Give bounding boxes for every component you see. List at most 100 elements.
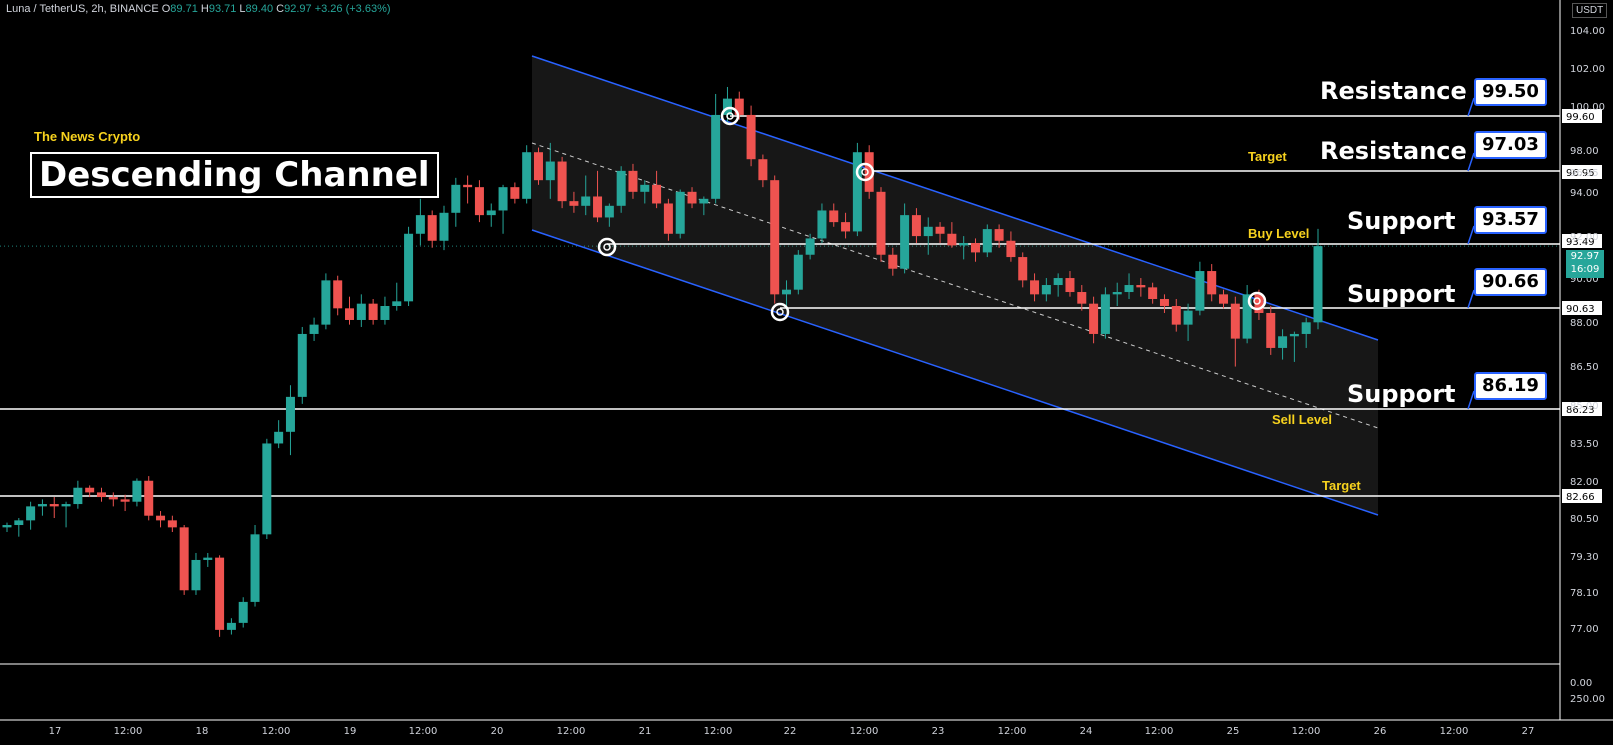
touch-marker (720, 106, 740, 126)
change-value: +3.26 (+3.63%) (314, 3, 391, 15)
candle-body (876, 191, 886, 255)
candle-body (841, 222, 851, 232)
support-value-3: 86.19 (1474, 372, 1547, 400)
candle-body (959, 243, 969, 246)
y-tick-label: 100.00 (1570, 102, 1605, 113)
descending-channel (531, 55, 1379, 516)
resistance-label-2: Resistance (1320, 137, 1467, 165)
x-tick-label: 12:00 (262, 726, 291, 737)
y-tick-label: 98.00 (1570, 146, 1599, 157)
current-price-tag: 92.97 16:09 (1566, 250, 1604, 278)
candle-body (900, 215, 910, 269)
candle-body (1207, 271, 1217, 295)
candle-body (1124, 285, 1134, 293)
candle-body (805, 238, 815, 255)
level-price-tag-label: 93.49 (1566, 237, 1595, 248)
candle-body (947, 233, 957, 246)
open-label: O (161, 3, 171, 15)
candle-body (85, 487, 95, 493)
x-tick-label: 12:00 (850, 726, 879, 737)
touch-marker (770, 302, 790, 322)
candle-body (1112, 292, 1122, 295)
candle-body (1006, 240, 1016, 258)
candle-body (463, 184, 473, 188)
target-top-label: Target (1248, 149, 1287, 164)
x-tick-label: 12:00 (704, 726, 733, 737)
symbol-header: Luna / TetherUS, 2h, BINANCE O89.71 H93.… (6, 3, 391, 15)
y-tick-label: 92.00 (1570, 232, 1599, 243)
candle-body (404, 233, 414, 302)
candle-body (309, 324, 319, 334)
callout-connector (1467, 289, 1475, 309)
y-tick-label: 102.00 (1570, 64, 1605, 75)
y-tick-label: 86.50 (1570, 362, 1599, 373)
candle-body (2, 525, 12, 528)
candle-body (782, 289, 792, 295)
resistance-value-2: 97.03 (1474, 131, 1547, 159)
candle-body (14, 520, 24, 526)
candle-body (970, 243, 980, 253)
candle-body (557, 161, 567, 202)
candle-body (1289, 333, 1299, 337)
y-tick-label: 79.30 (1570, 552, 1599, 563)
candle-body (758, 159, 768, 181)
x-tick-label: 12:00 (998, 726, 1027, 737)
buy-level-label: Buy Level (1248, 226, 1310, 241)
candle-body (61, 504, 71, 507)
x-tick-label: 12:00 (557, 726, 586, 737)
candle-body (1041, 285, 1051, 295)
callout-connector (1467, 225, 1475, 245)
level-price-tag-label: 99.60 (1566, 112, 1595, 123)
resistance-value-1: 99.50 (1474, 78, 1547, 106)
candle-body (663, 203, 673, 234)
candles (2, 86, 1323, 637)
touch-marker-inner (776, 308, 784, 316)
time-axis[interactable]: 17 12:00 18 12:00 19 12:00 20 12:00 21 12:00 22 12:… (49, 726, 1535, 737)
low-label: L (239, 3, 246, 15)
callout-connector (1467, 97, 1475, 117)
y-tick-label: 78.10 (1570, 588, 1599, 599)
touch-marker (1247, 291, 1267, 311)
support-label-1: Support (1347, 207, 1456, 235)
x-tick-label: 24 (1080, 726, 1093, 737)
support-label-2: Support (1347, 280, 1456, 308)
candle-body (852, 152, 862, 232)
touch-marker-inner (603, 243, 611, 251)
x-tick-label: 21 (639, 726, 652, 737)
candle-body (1195, 271, 1205, 311)
y-tick-label: 88.00 (1570, 318, 1599, 329)
level-price-tag (1562, 165, 1602, 179)
currency-label[interactable]: USDT (1572, 3, 1608, 18)
candle-body (73, 487, 83, 505)
candle-body (215, 557, 225, 630)
candle-body (108, 497, 118, 500)
candle-body (687, 191, 697, 204)
level-price-tag (1562, 301, 1602, 315)
low-value: 89.40 (245, 3, 274, 15)
candle-body (250, 534, 260, 602)
price-axis[interactable]: 104.00 102.00 100.00 98.00 96.95 94.00 92.00 90… (1559, 0, 1605, 720)
touch-marker-inner (861, 168, 869, 176)
candle-body (26, 506, 36, 521)
candle-body (1077, 292, 1087, 304)
candle-body (392, 301, 402, 306)
x-tick-label: 12:00 (409, 726, 438, 737)
touch-marker (855, 162, 875, 182)
level-price-tag-label: 90.63 (1566, 304, 1595, 315)
candle-body (49, 504, 59, 507)
support-value-2: 90.66 (1474, 268, 1547, 296)
candle-body (510, 187, 520, 199)
candle-body (486, 210, 496, 216)
candle-body (793, 254, 803, 290)
candle-body (1065, 278, 1075, 293)
x-tick-label: 12:00 (1145, 726, 1174, 737)
candle-body (356, 303, 366, 320)
candle-body (1266, 312, 1276, 348)
candle-body (581, 196, 591, 206)
y-tick-label: 80.50 (1570, 514, 1599, 525)
sell-level-label: Sell Level (1272, 412, 1332, 427)
candle-body (451, 184, 461, 213)
candle-body (1313, 246, 1323, 323)
x-tick-label: 27 (1522, 726, 1535, 737)
